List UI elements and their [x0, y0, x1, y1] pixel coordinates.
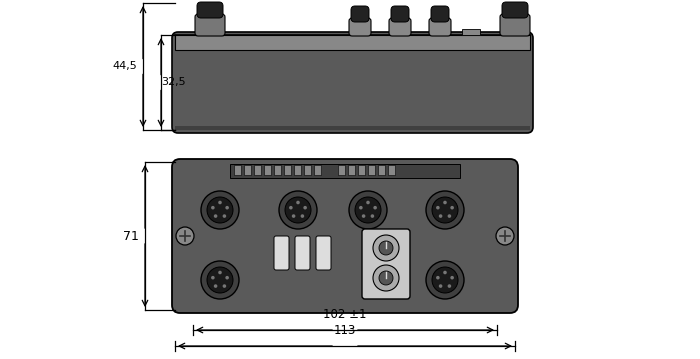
Circle shape — [207, 267, 233, 293]
FancyBboxPatch shape — [502, 2, 528, 18]
FancyBboxPatch shape — [295, 236, 310, 270]
Text: 102 ±1: 102 ±1 — [323, 308, 367, 321]
Circle shape — [303, 206, 307, 210]
Circle shape — [447, 214, 452, 218]
Circle shape — [362, 214, 365, 218]
Circle shape — [349, 191, 387, 229]
Bar — [338, 165, 345, 175]
FancyBboxPatch shape — [391, 6, 409, 22]
Bar — [234, 165, 241, 175]
Bar — [284, 165, 291, 175]
Circle shape — [366, 201, 370, 204]
Circle shape — [426, 261, 464, 299]
Circle shape — [300, 214, 304, 218]
Circle shape — [373, 206, 377, 210]
Circle shape — [296, 201, 300, 204]
Circle shape — [225, 206, 229, 210]
Bar — [175, 35, 530, 50]
Circle shape — [436, 206, 440, 210]
Circle shape — [218, 271, 222, 274]
Bar — [462, 29, 480, 35]
Circle shape — [370, 214, 374, 218]
Circle shape — [223, 214, 226, 218]
Circle shape — [426, 191, 464, 229]
Bar — [358, 165, 365, 175]
Bar — [244, 165, 251, 175]
Text: 113: 113 — [334, 324, 356, 337]
Circle shape — [443, 201, 447, 204]
Circle shape — [359, 206, 363, 210]
FancyBboxPatch shape — [195, 14, 225, 36]
Circle shape — [214, 284, 218, 288]
Circle shape — [201, 191, 239, 229]
Circle shape — [289, 206, 293, 210]
Circle shape — [211, 276, 215, 280]
Text: 71: 71 — [123, 229, 139, 242]
Bar — [314, 165, 321, 175]
Circle shape — [176, 227, 194, 245]
FancyBboxPatch shape — [172, 32, 533, 133]
Bar — [378, 165, 385, 175]
Bar — [230, 164, 460, 178]
Bar — [254, 165, 261, 175]
FancyBboxPatch shape — [500, 14, 530, 36]
Circle shape — [432, 197, 458, 223]
Circle shape — [450, 276, 454, 280]
FancyBboxPatch shape — [349, 18, 371, 36]
Circle shape — [285, 197, 311, 223]
Circle shape — [207, 197, 233, 223]
Circle shape — [355, 197, 381, 223]
Circle shape — [439, 284, 442, 288]
Bar — [368, 165, 375, 175]
Circle shape — [373, 265, 399, 291]
Circle shape — [443, 271, 447, 274]
Bar — [294, 165, 301, 175]
Circle shape — [447, 284, 452, 288]
FancyBboxPatch shape — [362, 229, 410, 299]
Bar — [304, 165, 311, 175]
Circle shape — [211, 206, 215, 210]
Circle shape — [436, 276, 440, 280]
Circle shape — [379, 271, 393, 285]
Circle shape — [279, 191, 317, 229]
Circle shape — [218, 201, 222, 204]
Circle shape — [214, 214, 218, 218]
Bar — [274, 165, 281, 175]
Circle shape — [496, 227, 514, 245]
Bar — [388, 165, 395, 175]
Circle shape — [223, 284, 226, 288]
Bar — [264, 165, 271, 175]
Circle shape — [292, 214, 295, 218]
FancyBboxPatch shape — [172, 159, 518, 313]
FancyBboxPatch shape — [431, 6, 449, 22]
Circle shape — [432, 267, 458, 293]
Bar — [348, 165, 355, 175]
FancyBboxPatch shape — [197, 2, 223, 18]
FancyBboxPatch shape — [351, 6, 369, 22]
FancyBboxPatch shape — [429, 18, 451, 36]
Circle shape — [225, 276, 229, 280]
Bar — [175, 126, 530, 130]
Circle shape — [379, 241, 393, 255]
Circle shape — [439, 214, 442, 218]
Circle shape — [201, 261, 239, 299]
Circle shape — [450, 206, 454, 210]
FancyBboxPatch shape — [274, 236, 289, 270]
Circle shape — [373, 235, 399, 261]
FancyBboxPatch shape — [389, 18, 411, 36]
FancyBboxPatch shape — [316, 236, 331, 270]
Text: 32,5: 32,5 — [161, 78, 186, 88]
Text: 44,5: 44,5 — [113, 61, 137, 71]
